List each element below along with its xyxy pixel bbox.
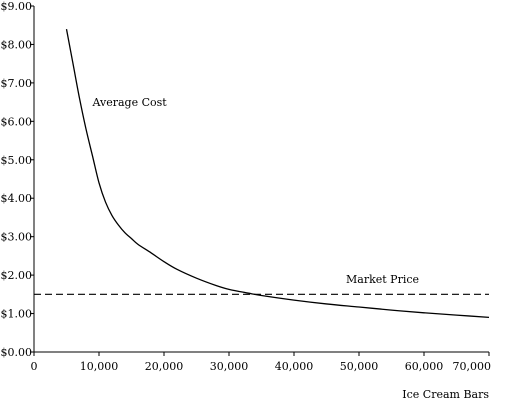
series-line-average-cost bbox=[65, 28, 490, 319]
x-axis-title: Ice Cream Bars bbox=[402, 388, 489, 400]
annotation-label: Market Price bbox=[346, 273, 419, 286]
y-tick-label: $5.00 bbox=[1, 154, 33, 167]
y-tick-label: $4.00 bbox=[1, 192, 33, 205]
x-axis: 0 10,000 20,000 30,000 40,000 50,000 60,000 70,… bbox=[31, 351, 492, 373]
x-tick-label: 10,000 bbox=[80, 360, 119, 373]
x-tick-label: 60,000 bbox=[405, 360, 444, 373]
x-tick-label: 30,000 bbox=[210, 360, 249, 373]
annotation-label: Average Cost bbox=[92, 96, 168, 109]
y-tick-label: $8.00 bbox=[1, 38, 33, 51]
annotations: Average Cost Market Price bbox=[92, 96, 420, 286]
x-tick-label: 0 bbox=[31, 360, 38, 373]
y-tick-label: $2.00 bbox=[1, 269, 33, 282]
x-tick-label: 20,000 bbox=[145, 360, 184, 373]
x-tick-label: 50,000 bbox=[340, 360, 379, 373]
y-tick-label: $1.00 bbox=[1, 308, 33, 321]
y-tick-label: $3.00 bbox=[1, 231, 33, 244]
x-tick-label: 70,000 bbox=[453, 360, 492, 373]
y-tick-label: $7.00 bbox=[1, 77, 33, 90]
y-tick-label: $6.00 bbox=[1, 115, 33, 128]
y-tick-label: $0.00 bbox=[1, 346, 33, 359]
plot-area bbox=[34, 28, 490, 319]
y-tick-label: $9.00 bbox=[1, 0, 33, 13]
x-tick-label: 40,000 bbox=[275, 360, 314, 373]
y-axis: $0.00 $1.00 $2.00 $3.00 $4.00 $5.00 $6.00 $7.00… bbox=[1, 0, 35, 359]
